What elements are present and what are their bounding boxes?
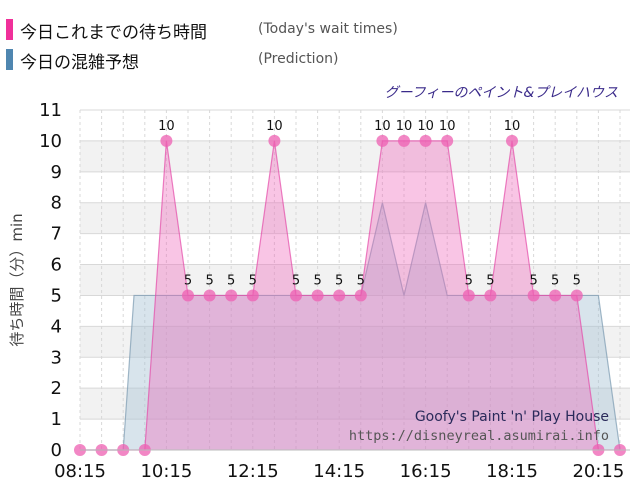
today-point — [354, 289, 367, 302]
today-line — [80, 140, 620, 451]
data-label: 10 — [439, 119, 456, 134]
today-point — [419, 134, 432, 147]
attraction-name-ja: グーフィーのペイント&プレイハウス — [384, 85, 618, 101]
x-tick-label: 20:15 — [572, 461, 624, 482]
data-label: 10 — [417, 119, 434, 134]
plot-band — [80, 388, 630, 420]
y-tick-label: 9 — [51, 162, 62, 183]
today-point — [376, 134, 389, 147]
x-tick-label: 12:15 — [227, 461, 279, 482]
today-point — [527, 289, 540, 302]
data-label: 5 — [465, 273, 473, 288]
data-label: 10 — [374, 119, 391, 134]
today-point — [570, 289, 583, 302]
legend-today-swatch — [6, 19, 13, 40]
today-point — [549, 289, 562, 302]
today-point — [333, 289, 346, 302]
y-tick-label: 0 — [51, 440, 62, 461]
legend-prediction-swatch — [6, 49, 13, 70]
data-label: 10 — [266, 119, 283, 134]
today-point — [225, 289, 238, 302]
data-label: 5 — [292, 273, 300, 288]
today-series — [74, 134, 626, 456]
today-point — [203, 289, 216, 302]
data-label: 5 — [313, 273, 321, 288]
plot-axes: 0 1 2 3 4 5 6 7 8 9 10 11 08:15 10:15 12:15 14:15 16:15 1… — [39, 100, 630, 482]
today-area — [80, 140, 620, 450]
y-tick-label: 2 — [51, 378, 62, 399]
plot-band — [80, 264, 630, 296]
x-tick-label: 14:15 — [313, 461, 365, 482]
legend-today-label: 今日これまでの待ち時間 — [20, 23, 207, 43]
data-label: 5 — [486, 273, 494, 288]
today-point — [462, 289, 475, 302]
data-label: 5 — [184, 273, 192, 288]
y-tick-label: 3 — [51, 347, 62, 368]
data-label: 5 — [551, 273, 559, 288]
data-label: 10 — [158, 119, 175, 134]
plot-band — [80, 202, 630, 234]
data-label: 5 — [227, 273, 235, 288]
data-label: 10 — [396, 119, 413, 134]
x-tick-label: 16:15 — [400, 461, 452, 482]
plot-band — [80, 295, 630, 327]
y-tick-label: 4 — [51, 316, 62, 337]
data-label: 5 — [205, 273, 213, 288]
y-tick-label: 8 — [51, 193, 62, 214]
plot-band — [80, 326, 630, 358]
plot-band — [80, 233, 630, 265]
plot-band — [80, 140, 630, 172]
legend-today-sub: (Today's wait times) — [258, 21, 398, 37]
y-tick-label: 7 — [51, 224, 62, 245]
today-point — [484, 289, 497, 302]
y-axis-label: 待ち時間（分）min — [8, 213, 26, 346]
today-point — [246, 289, 259, 302]
x-tick-label: 10:15 — [140, 461, 192, 482]
today-point — [506, 134, 518, 147]
x-tick-label: 08:15 — [54, 461, 106, 482]
plot-band — [80, 110, 630, 141]
legend-prediction-label: 今日の混雑予想 — [20, 53, 139, 73]
prediction-area — [80, 202, 620, 450]
data-label: 5 — [573, 273, 581, 288]
data-label: 5 — [249, 273, 257, 288]
y-tick-label: 10 — [39, 131, 62, 152]
today-point — [160, 134, 173, 147]
y-tick-label: 5 — [51, 285, 62, 306]
y-tick-label: 11 — [39, 100, 62, 121]
x-tick-label: 18:15 — [486, 461, 538, 482]
plot-band — [80, 419, 630, 450]
data-label: 10 — [504, 119, 521, 134]
data-label: 5 — [335, 273, 343, 288]
attraction-url: https://disneyreal.asumirai.info — [349, 428, 609, 444]
today-point — [268, 134, 281, 147]
today-point — [441, 134, 454, 147]
today-point — [398, 134, 410, 147]
y-tick-label: 1 — [51, 409, 62, 430]
today-point — [311, 289, 324, 302]
attraction-name-en: Goofy's Paint 'n' Play House — [415, 409, 609, 425]
today-point — [182, 289, 194, 302]
data-label: 5 — [357, 273, 365, 288]
data-label: 5 — [529, 273, 537, 288]
y-tick-label: 6 — [51, 255, 62, 276]
today-point — [290, 289, 302, 302]
plot-band — [80, 357, 630, 389]
plot-bands — [80, 110, 630, 450]
legend-prediction-sub: (Prediction) — [258, 51, 339, 67]
